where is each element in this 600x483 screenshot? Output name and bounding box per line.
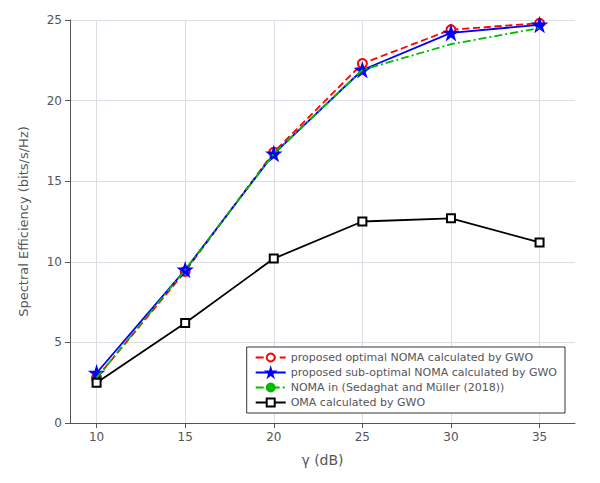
svg-text:proposed sub-optimal NOMA calc: proposed sub-optimal NOMA calculated by …	[291, 366, 558, 379]
svg-text:10: 10	[89, 430, 104, 444]
svg-text:25: 25	[355, 430, 370, 444]
svg-text:10: 10	[47, 255, 62, 269]
svg-text:30: 30	[443, 430, 458, 444]
svg-text:20: 20	[47, 94, 62, 108]
svg-text:15: 15	[47, 174, 62, 188]
svg-text:0: 0	[54, 416, 62, 430]
svg-text:35: 35	[532, 430, 547, 444]
svg-text:γ (dB): γ (dB)	[301, 452, 343, 468]
svg-text:proposed optimal NOMA calculat: proposed optimal NOMA calculated by GWO	[291, 351, 534, 364]
svg-text:NOMA in (Sedaghat and Müller (: NOMA in (Sedaghat and Müller (2018))	[291, 381, 505, 394]
svg-text:Spectral Efficiency (bits/s/Hz: Spectral Efficiency (bits/s/Hz)	[16, 126, 31, 317]
svg-text:15: 15	[178, 430, 193, 444]
svg-text:25: 25	[47, 13, 62, 27]
svg-text:20: 20	[266, 430, 281, 444]
svg-text:OMA calculated by GWO: OMA calculated by GWO	[291, 396, 426, 409]
svg-text:5: 5	[54, 335, 62, 349]
